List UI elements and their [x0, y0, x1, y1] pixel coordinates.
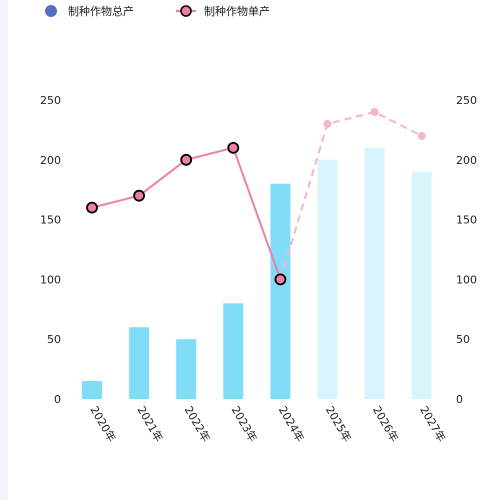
legend-line-marker-icon [180, 5, 192, 17]
left-axis-ticks: 0 50 100 150 200 250 [40, 94, 61, 406]
bar-forecast[interactable] [317, 159, 338, 399]
bar[interactable] [176, 339, 197, 399]
line-point[interactable] [180, 153, 193, 166]
x-tick-label: 2020年 [87, 404, 119, 445]
legend-item-yield[interactable]: 制种作物单产 [176, 4, 270, 18]
legend: 制种作物总产 制种作物单产 [45, 4, 270, 18]
bar[interactable] [82, 381, 102, 399]
x-tick-label: 2024年 [276, 404, 308, 445]
bar[interactable] [129, 327, 150, 399]
x-tick-label: 2021年 [135, 404, 167, 445]
line-segment-actual [91, 146, 282, 280]
right-tick-label: 50 [456, 333, 470, 346]
left-tick-label: 100 [40, 273, 61, 286]
x-tick-label: 2027年 [417, 404, 449, 445]
right-tick-label: 200 [456, 154, 477, 167]
line-point[interactable] [227, 141, 240, 154]
line-markers [86, 107, 426, 286]
legend-item-total[interactable]: 制种作物总产 [45, 4, 134, 18]
right-tick-label: 250 [456, 94, 477, 107]
x-axis-ticks: 2020年 2021年 2022年 2023年 2024年 2025年 2026年 2027年 [87, 404, 448, 445]
left-tick-label: 0 [54, 393, 61, 406]
bar[interactable] [223, 303, 244, 399]
x-tick-label: 2026年 [370, 404, 402, 445]
x-tick-label: 2025年 [323, 404, 355, 445]
bar-forecast[interactable] [364, 147, 385, 399]
line-point-forecast[interactable] [417, 131, 426, 140]
left-tick-label: 50 [47, 333, 61, 346]
x-tick-label: 2022年 [182, 404, 214, 445]
right-tick-label: 150 [456, 214, 477, 227]
right-tick-label: 100 [456, 273, 477, 286]
bar-forecast[interactable] [411, 171, 432, 399]
line-point-forecast[interactable] [323, 119, 332, 128]
line-point[interactable] [133, 189, 146, 202]
left-tick-label: 200 [40, 154, 61, 167]
right-tick-label: 0 [456, 393, 463, 406]
left-edge-strip [0, 0, 8, 500]
right-axis-ticks: 0 50 100 150 200 250 [456, 94, 477, 406]
line-point[interactable] [86, 201, 98, 214]
bar-series [82, 147, 432, 399]
left-tick-label: 250 [40, 94, 61, 107]
legend-bar-icon [45, 5, 57, 17]
left-tick-label: 150 [40, 214, 61, 227]
bar[interactable] [270, 183, 291, 399]
legend-label-total: 制种作物总产 [68, 4, 134, 18]
line-segment-forecast [279, 110, 423, 280]
line-point-forecast[interactable] [370, 107, 379, 116]
legend-label-yield: 制种作物单产 [204, 4, 270, 18]
line-point[interactable] [274, 273, 287, 286]
x-tick-label: 2023年 [229, 404, 261, 445]
